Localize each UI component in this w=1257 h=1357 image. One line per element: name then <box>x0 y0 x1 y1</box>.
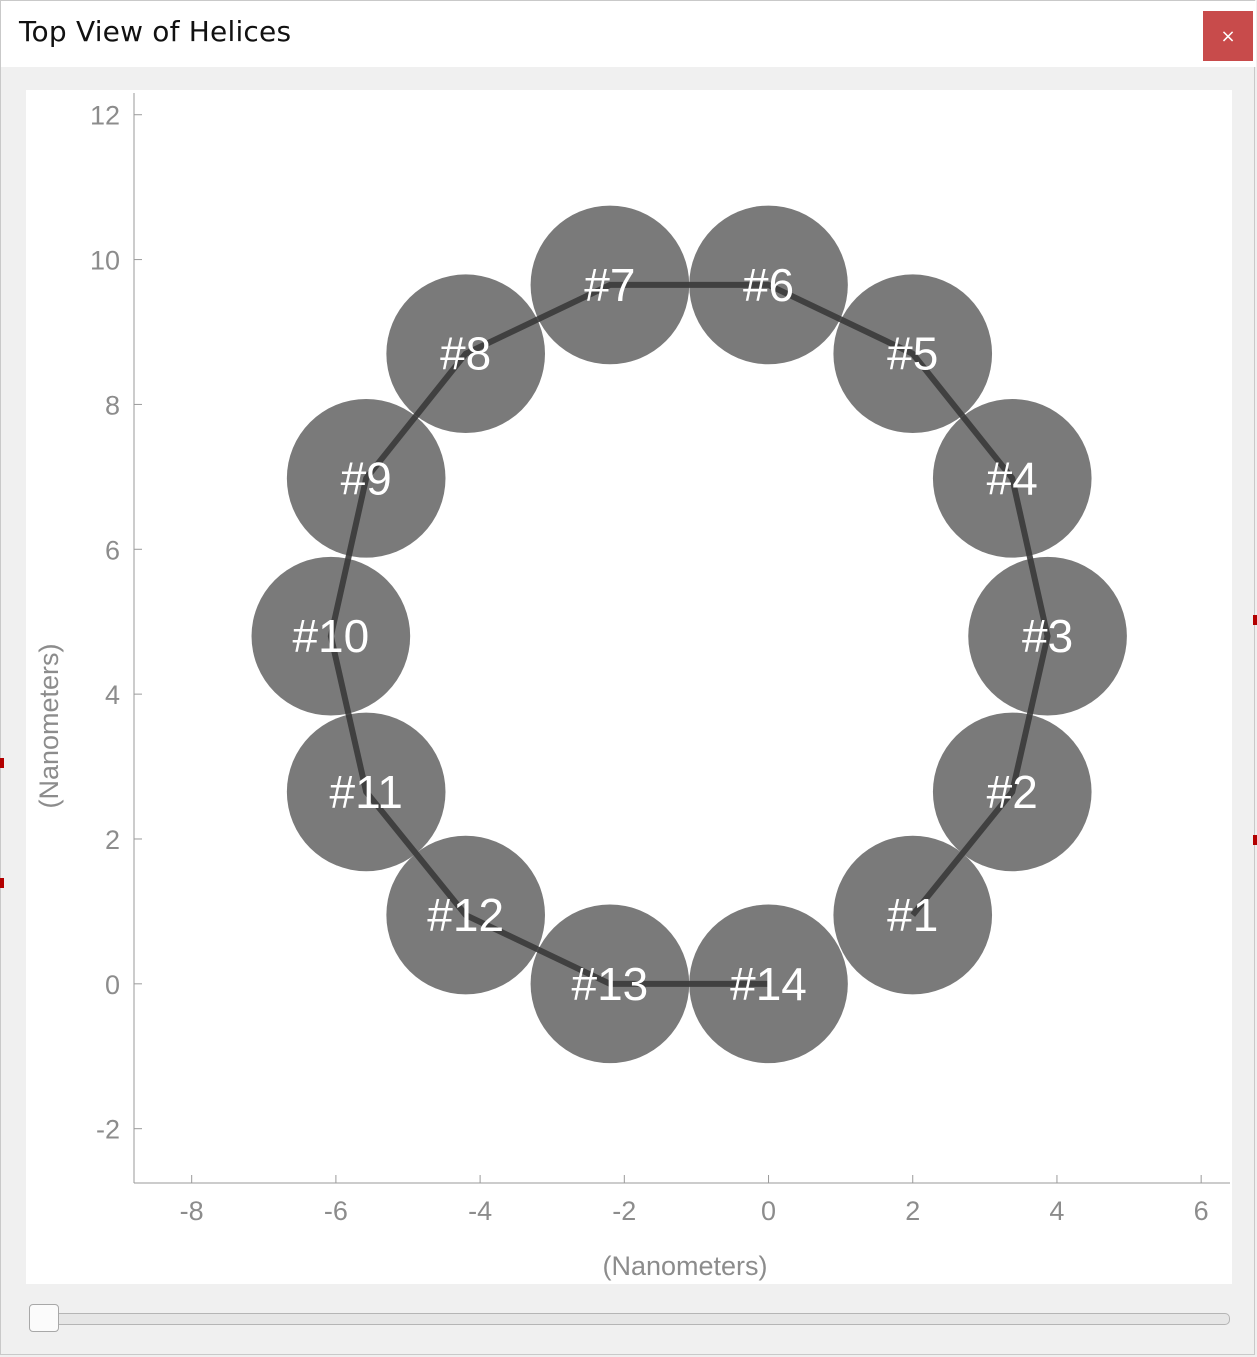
helix-connector-line <box>327 281 1051 987</box>
x-tick-label: 4 <box>1049 1196 1064 1226</box>
helix-label: #8 <box>440 328 491 380</box>
helix-label: #4 <box>987 452 1038 504</box>
close-icon: × <box>1220 25 1236 47</box>
edge-marker <box>0 758 4 768</box>
y-axis-label: (Nanometers) <box>34 643 64 808</box>
x-tick-label: -2 <box>612 1196 636 1226</box>
helix-label: #12 <box>427 889 504 941</box>
y-tick-label: 10 <box>90 246 120 276</box>
title-bar[interactable]: Top View of Helices × <box>1 1 1256 67</box>
close-button[interactable]: × <box>1203 11 1253 61</box>
edge-marker <box>0 878 4 888</box>
x-tick-label: 6 <box>1194 1196 1209 1226</box>
x-axis-label: (Nanometers) <box>602 1251 767 1281</box>
helix-label: #1 <box>887 889 938 941</box>
y-tick-label: 0 <box>105 970 120 1000</box>
helix-label: #5 <box>887 328 938 380</box>
y-tick-label: 4 <box>105 680 120 710</box>
helix-label: #9 <box>341 452 392 504</box>
slider-track[interactable] <box>33 1313 1230 1325</box>
slider-thumb[interactable] <box>29 1304 59 1332</box>
x-tick-label: -4 <box>468 1196 492 1226</box>
helix-label: #11 <box>330 766 403 818</box>
x-tick-label: 0 <box>761 1196 776 1226</box>
y-tick-label: 6 <box>105 535 120 565</box>
helix-label: #7 <box>584 259 635 311</box>
edge-marker <box>1253 835 1257 845</box>
frame-slider[interactable] <box>29 1303 1232 1335</box>
helix-label: #13 <box>572 958 649 1010</box>
y-tick-label: 12 <box>90 101 120 131</box>
y-tick-label: 8 <box>105 390 120 420</box>
x-tick-label: -6 <box>324 1196 348 1226</box>
helix-label: #3 <box>1022 610 1073 662</box>
window-title: Top View of Helices <box>19 15 292 48</box>
x-tick-label: 2 <box>905 1196 920 1226</box>
y-tick-label: 2 <box>105 825 120 855</box>
y-tick-label: -2 <box>96 1115 120 1145</box>
helix-top-view-chart: -2 0 2 4 6 8 10 12 -8 -6 -4 -2 0 2 4 6 (Nanometers) (Nano… <box>34 93 1230 1281</box>
x-tick-label: -8 <box>180 1196 204 1226</box>
helix-label: #10 <box>292 610 369 662</box>
helix-label: #6 <box>743 259 794 311</box>
helix-label: #14 <box>730 958 807 1010</box>
plot-panel: -2 0 2 4 6 8 10 12 -8 -6 -4 -2 0 2 4 6 (Nanometers) (Nano… <box>26 90 1232 1284</box>
edge-marker <box>1253 615 1257 625</box>
helix-label: #2 <box>987 766 1038 818</box>
